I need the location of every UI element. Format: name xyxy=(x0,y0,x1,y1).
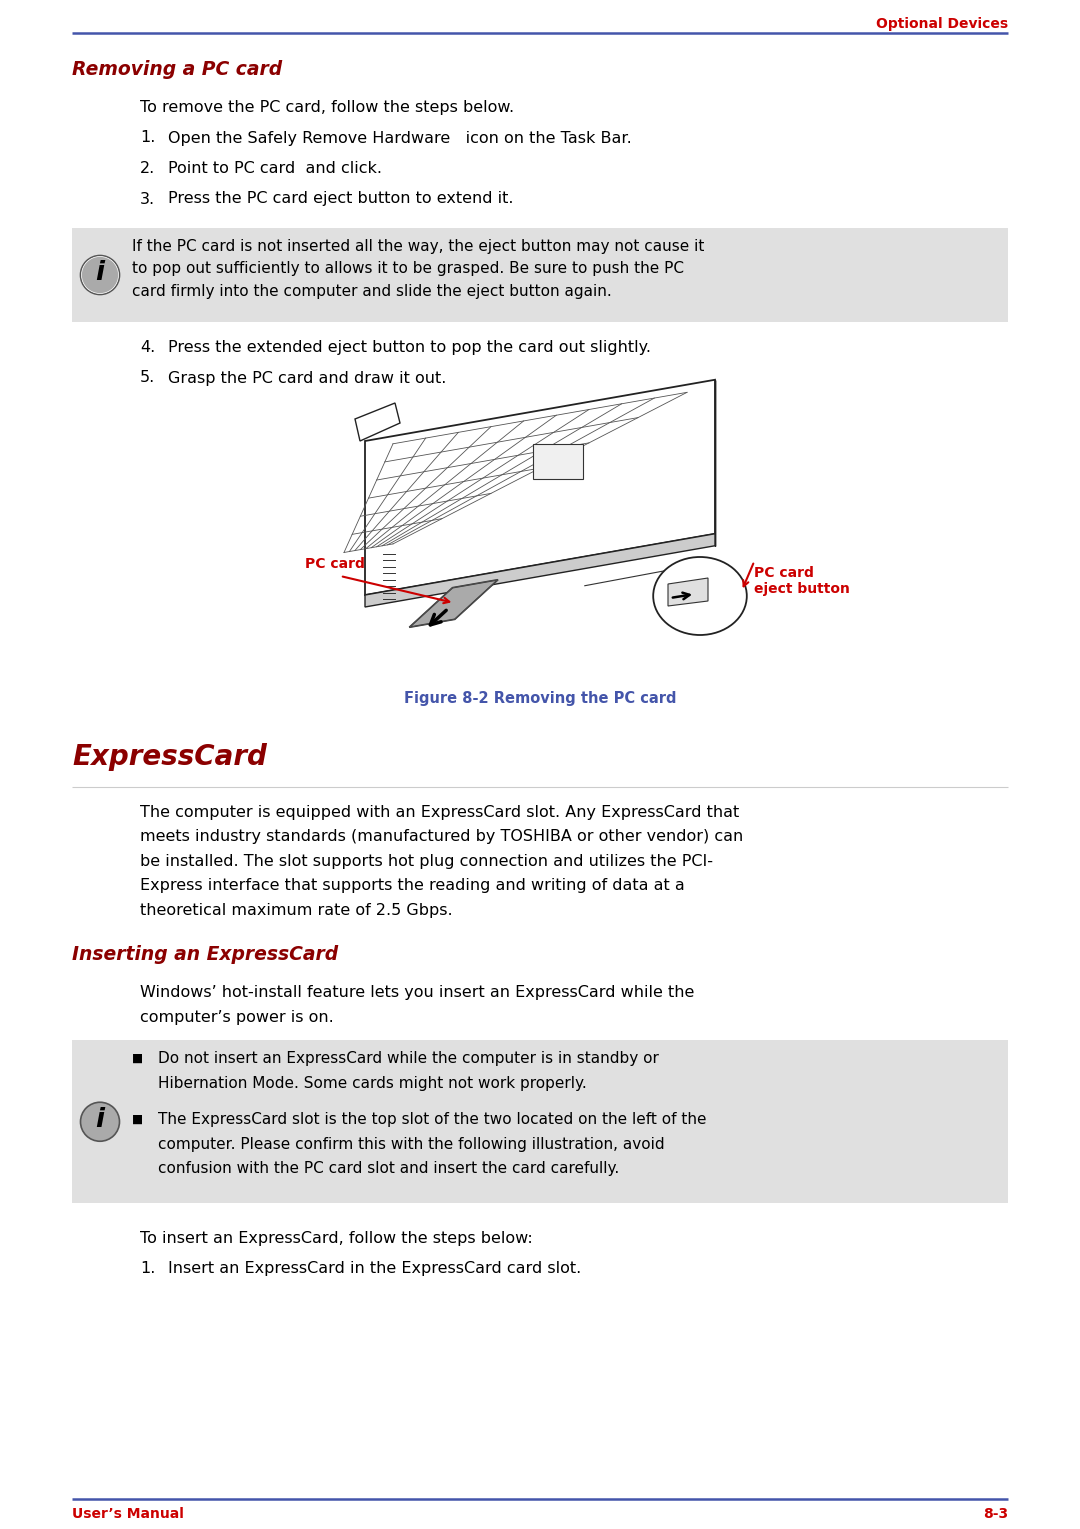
Text: to pop out sufficiently to allows it to be grasped. Be sure to push the PC: to pop out sufficiently to allows it to … xyxy=(132,261,684,277)
Polygon shape xyxy=(365,379,715,595)
Polygon shape xyxy=(365,534,715,607)
Text: If the PC card is not inserted all the way, the eject button may not cause it: If the PC card is not inserted all the w… xyxy=(132,239,704,254)
Text: ■: ■ xyxy=(132,1113,144,1125)
Text: 8-3: 8-3 xyxy=(983,1508,1008,1521)
Text: i: i xyxy=(95,260,105,286)
Text: Grasp the PC card and draw it out.: Grasp the PC card and draw it out. xyxy=(168,370,446,385)
Text: 3.: 3. xyxy=(140,191,156,206)
Polygon shape xyxy=(532,443,582,479)
Text: PC card
eject button: PC card eject button xyxy=(755,566,850,596)
Text: card firmly into the computer and slide the eject button again.: card firmly into the computer and slide … xyxy=(132,284,611,300)
Text: User’s Manual: User’s Manual xyxy=(72,1508,184,1521)
Text: Removing a PC card: Removing a PC card xyxy=(72,60,282,80)
Text: computer. Please confirm this with the following illustration, avoid: computer. Please confirm this with the f… xyxy=(158,1138,664,1151)
Text: Inserting an ExpressCard: Inserting an ExpressCard xyxy=(72,945,338,965)
Text: Open the Safely Remove Hardware   icon on the Task Bar.: Open the Safely Remove Hardware icon on … xyxy=(168,130,632,145)
Text: be installed. The slot supports hot plug connection and utilizes the PCI-: be installed. The slot supports hot plug… xyxy=(140,855,713,868)
Text: Windows’ hot-install feature lets you insert an ExpressCard while the: Windows’ hot-install feature lets you in… xyxy=(140,986,694,1000)
FancyBboxPatch shape xyxy=(72,228,1008,323)
Text: 2.: 2. xyxy=(140,161,156,176)
Text: 4.: 4. xyxy=(140,339,156,355)
Text: Point to PC card  and click.: Point to PC card and click. xyxy=(168,161,382,176)
Text: PC card: PC card xyxy=(305,557,365,570)
Circle shape xyxy=(81,255,120,295)
Text: To remove the PC card, follow the steps below.: To remove the PC card, follow the steps … xyxy=(140,99,514,115)
Text: Do not insert an ExpressCard while the computer is in standby or: Do not insert an ExpressCard while the c… xyxy=(158,1052,659,1067)
Text: To insert an ExpressCard, follow the steps below:: To insert an ExpressCard, follow the ste… xyxy=(140,1231,532,1246)
Text: meets industry standards (manufactured by TOSHIBA or other vendor) can: meets industry standards (manufactured b… xyxy=(140,830,743,844)
FancyBboxPatch shape xyxy=(72,1041,1008,1203)
Circle shape xyxy=(81,257,119,294)
Text: Express interface that supports the reading and writing of data at a: Express interface that supports the read… xyxy=(140,879,685,893)
Text: Press the extended eject button to pop the card out slightly.: Press the extended eject button to pop t… xyxy=(168,339,651,355)
Text: 1.: 1. xyxy=(140,1261,156,1277)
Circle shape xyxy=(81,1102,120,1141)
Text: 5.: 5. xyxy=(140,370,156,385)
Text: i: i xyxy=(95,1107,105,1133)
Text: theoretical maximum rate of 2.5 Gbps.: theoretical maximum rate of 2.5 Gbps. xyxy=(140,904,453,917)
Text: Figure 8-2 Removing the PC card: Figure 8-2 Removing the PC card xyxy=(404,691,676,706)
Text: computer’s power is on.: computer’s power is on. xyxy=(140,1011,334,1024)
Text: 1.: 1. xyxy=(140,130,156,145)
Polygon shape xyxy=(355,404,400,440)
Text: The ExpressCard slot is the top slot of the two located on the left of the: The ExpressCard slot is the top slot of … xyxy=(158,1113,706,1127)
Text: confusion with the PC card slot and insert the card carefully.: confusion with the PC card slot and inse… xyxy=(158,1162,619,1176)
Text: The computer is equipped with an ExpressCard slot. Any ExpressCard that: The computer is equipped with an Express… xyxy=(140,804,739,820)
Text: ExpressCard: ExpressCard xyxy=(72,743,267,771)
Text: Hibernation Mode. Some cards might not work properly.: Hibernation Mode. Some cards might not w… xyxy=(158,1076,586,1092)
Polygon shape xyxy=(409,579,498,627)
Ellipse shape xyxy=(653,557,746,635)
Text: Optional Devices: Optional Devices xyxy=(876,17,1008,31)
Polygon shape xyxy=(669,578,708,605)
Text: Press the PC card eject button to extend it.: Press the PC card eject button to extend… xyxy=(168,191,513,206)
Text: Insert an ExpressCard in the ExpressCard card slot.: Insert an ExpressCard in the ExpressCard… xyxy=(168,1261,581,1277)
Text: ■: ■ xyxy=(132,1052,144,1064)
